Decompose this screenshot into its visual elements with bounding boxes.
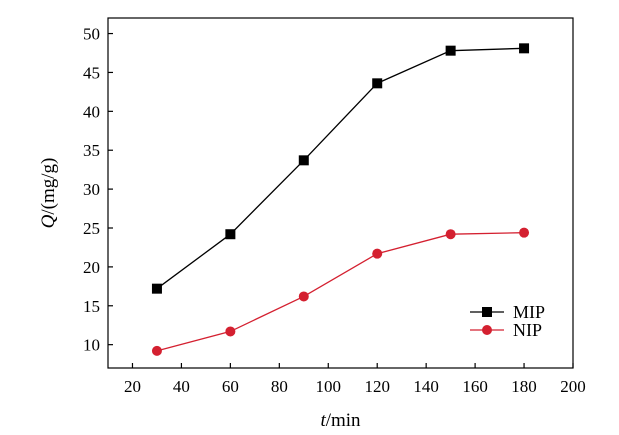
x-tick-label: 40 (173, 377, 190, 396)
legend-marker-mip (482, 307, 492, 317)
data-point-nip (519, 227, 530, 238)
legend-entry-mip: MIP (470, 302, 545, 322)
data-point-nip (372, 248, 383, 259)
y-tick-label: 50 (83, 25, 100, 44)
data-point-mip (372, 78, 383, 89)
y-tick-label: 15 (83, 297, 100, 316)
y-axis-ticks: 10 15 20 25 30 35 40 45 50 (83, 25, 113, 355)
x-tick-label: 20 (124, 377, 141, 396)
series-line-mip (156, 47, 525, 290)
data-point-mip (298, 155, 309, 166)
data-point-mip (519, 43, 530, 54)
x-axis-title: t/min (320, 410, 361, 431)
x-tick-label: 200 (560, 377, 586, 396)
x-tick-label: 100 (316, 377, 342, 396)
y-tick-label: 45 (83, 63, 100, 82)
data-point-nip (225, 326, 236, 337)
data-point-nip (298, 291, 309, 302)
data-point-mip (445, 45, 456, 56)
series-layer (151, 43, 530, 356)
plot-frame (107, 17, 574, 369)
x-tick-label: 80 (271, 377, 288, 396)
legend: MIP NIP (470, 302, 545, 340)
x-tick-label: 60 (222, 377, 239, 396)
data-point-mip (225, 229, 236, 240)
data-point-nip (151, 345, 162, 356)
x-axis-ticks: 20 40 60 80 100 120 140 160 180 200 (124, 363, 586, 396)
y-tick-label: 10 (83, 336, 100, 355)
data-point-mip (151, 283, 162, 294)
x-tick-label: 140 (413, 377, 439, 396)
legend-marker-nip (482, 325, 492, 335)
x-tick-label: 120 (364, 377, 390, 396)
legend-label-nip: NIP (513, 320, 542, 340)
y-axis-title: Q/(mg/g) (38, 158, 59, 229)
y-tick-label: 40 (83, 102, 100, 121)
y-tick-label: 25 (83, 219, 100, 238)
x-tick-label: 180 (511, 377, 537, 396)
y-tick-label: 20 (83, 258, 100, 277)
x-tick-label: 160 (462, 377, 488, 396)
y-tick-label: 35 (83, 141, 100, 160)
y-tick-label: 30 (83, 180, 100, 199)
series-line-nip (156, 232, 525, 352)
legend-entry-nip: NIP (470, 320, 542, 340)
data-point-nip (445, 229, 456, 240)
legend-label-mip: MIP (513, 302, 545, 322)
